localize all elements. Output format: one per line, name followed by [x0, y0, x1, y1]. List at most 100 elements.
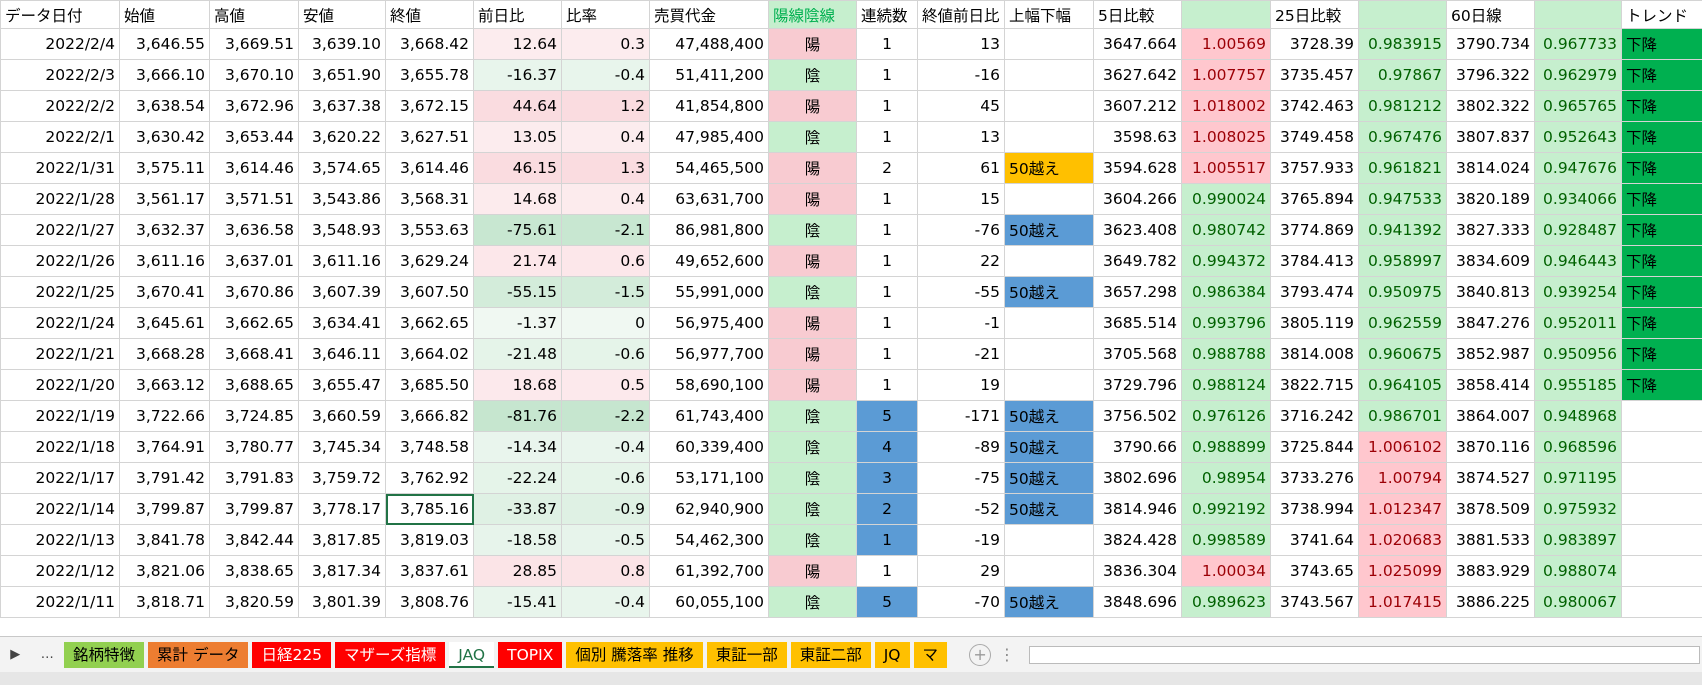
cell[interactable]: 3840.813 — [1446, 276, 1535, 308]
cell[interactable]: 1.018002 — [1181, 90, 1271, 122]
cell[interactable]: 1.00034 — [1181, 555, 1271, 587]
cell[interactable]: 1 — [856, 307, 918, 339]
header-cell[interactable]: 高値 — [209, 0, 299, 29]
cell[interactable]: 2022/1/13 — [0, 524, 120, 556]
cell[interactable]: 3874.527 — [1446, 462, 1535, 494]
cell[interactable]: 3790.734 — [1446, 28, 1535, 60]
cell[interactable]: -75.61 — [473, 214, 562, 246]
cell[interactable]: 3805.119 — [1270, 307, 1359, 339]
cell[interactable] — [1621, 586, 1702, 618]
cell[interactable]: 56,977,700 — [649, 338, 769, 370]
cell[interactable]: 58,690,100 — [649, 369, 769, 401]
cell[interactable]: 2022/1/12 — [0, 555, 120, 587]
cell[interactable]: 3822.715 — [1270, 369, 1359, 401]
header-cell[interactable]: 5日比較 — [1093, 0, 1182, 29]
cell[interactable]: 3,762.92 — [385, 462, 474, 494]
cell[interactable]: -22.24 — [473, 462, 562, 494]
cell[interactable]: 18.68 — [473, 369, 562, 401]
cell[interactable]: 29 — [917, 555, 1005, 587]
cell[interactable]: 3,669.51 — [209, 28, 299, 60]
cell[interactable]: 54,465,500 — [649, 152, 769, 184]
cell[interactable]: 0.98954 — [1181, 462, 1271, 494]
cell[interactable]: 0.6 — [561, 245, 650, 277]
cell[interactable]: 2 — [856, 152, 918, 184]
cell[interactable]: 3,663.12 — [119, 369, 210, 401]
cell[interactable]: -70 — [917, 586, 1005, 618]
cell[interactable]: 0.955185 — [1534, 369, 1622, 401]
cell[interactable]: 0.971195 — [1534, 462, 1622, 494]
cell[interactable]: 3,634.41 — [298, 307, 386, 339]
cell[interactable]: 0.948968 — [1534, 400, 1622, 432]
cell[interactable]: 1.025099 — [1358, 555, 1447, 587]
cell[interactable]: 13 — [917, 121, 1005, 153]
cell[interactable]: 陰 — [768, 400, 857, 432]
cell[interactable]: 13.05 — [473, 121, 562, 153]
cell[interactable]: 3,611.16 — [298, 245, 386, 277]
cell[interactable]: 3,759.72 — [298, 462, 386, 494]
cell[interactable] — [1004, 369, 1094, 401]
cell[interactable]: -0.6 — [561, 462, 650, 494]
cell[interactable]: -16 — [917, 59, 1005, 91]
cell[interactable]: 60,055,100 — [649, 586, 769, 618]
cell[interactable]: 61,392,700 — [649, 555, 769, 587]
cell[interactable]: 1 — [856, 121, 918, 153]
cell[interactable]: 3,548.93 — [298, 214, 386, 246]
sheet-tab[interactable]: TOPIX — [498, 641, 563, 668]
cell[interactable]: 3705.568 — [1093, 338, 1182, 370]
header-cell[interactable]: 前日比 — [473, 0, 562, 29]
cell[interactable]: 3,778.17 — [298, 493, 386, 525]
cell[interactable]: 3,655.47 — [298, 369, 386, 401]
sheet-tab[interactable]: 個別 騰落率 推移 — [566, 641, 703, 668]
cell[interactable] — [1004, 59, 1094, 91]
cell[interactable]: 49,652,600 — [649, 245, 769, 277]
cell[interactable]: 0.983915 — [1358, 28, 1447, 60]
cell[interactable]: 0.992192 — [1181, 493, 1271, 525]
cell[interactable]: 3735.457 — [1270, 59, 1359, 91]
sheet-tab[interactable]: 累計 データ — [148, 641, 249, 668]
cell[interactable]: 3,748.58 — [385, 431, 474, 463]
cell[interactable]: 下降 — [1621, 183, 1702, 215]
cell[interactable]: 1 — [856, 555, 918, 587]
cell[interactable]: -0.5 — [561, 524, 650, 556]
cell[interactable]: 下降 — [1621, 121, 1702, 153]
cell[interactable]: 50越え — [1004, 431, 1094, 463]
cell[interactable]: 3858.414 — [1446, 369, 1535, 401]
cell[interactable]: 0.934066 — [1534, 183, 1622, 215]
cell[interactable]: 3,688.65 — [209, 369, 299, 401]
cell[interactable]: 0.8 — [561, 555, 650, 587]
cell[interactable]: 3,574.65 — [298, 152, 386, 184]
cell[interactable]: 3,666.10 — [119, 59, 210, 91]
header-cell[interactable]: 60日線 — [1446, 0, 1535, 29]
header-cell[interactable]: 終値前日比 — [917, 0, 1005, 29]
cell[interactable]: 3,764.91 — [119, 431, 210, 463]
cell[interactable]: 1.00569 — [1181, 28, 1271, 60]
cell[interactable]: 3742.463 — [1270, 90, 1359, 122]
cell[interactable]: 陽 — [768, 555, 857, 587]
cell[interactable]: 2 — [856, 493, 918, 525]
cell[interactable]: 3852.987 — [1446, 338, 1535, 370]
cell[interactable]: 3649.782 — [1093, 245, 1182, 277]
cell[interactable]: 12.64 — [473, 28, 562, 60]
cell[interactable]: 0.988788 — [1181, 338, 1271, 370]
cell[interactable]: -14.34 — [473, 431, 562, 463]
add-sheet-button[interactable]: + — [969, 643, 992, 666]
cell[interactable]: 3594.628 — [1093, 152, 1182, 184]
cell[interactable]: 50越え — [1004, 276, 1094, 308]
cell[interactable]: 下降 — [1621, 28, 1702, 60]
cell[interactable]: 3,842.44 — [209, 524, 299, 556]
splitter[interactable]: ⋮ — [999, 645, 1016, 664]
cell[interactable]: 下降 — [1621, 369, 1702, 401]
cell[interactable]: 1 — [856, 369, 918, 401]
cell[interactable]: 0.964105 — [1358, 369, 1447, 401]
cell[interactable]: 3,553.63 — [385, 214, 474, 246]
cell[interactable]: 0.939254 — [1534, 276, 1622, 308]
cell[interactable]: 3,821.06 — [119, 555, 210, 587]
cell[interactable]: 3847.276 — [1446, 307, 1535, 339]
cell[interactable]: 3793.474 — [1270, 276, 1359, 308]
cell[interactable]: 1.017415 — [1358, 586, 1447, 618]
cell[interactable]: 50越え — [1004, 586, 1094, 618]
sheet-tab[interactable]: JQ — [874, 641, 910, 668]
cell[interactable]: 陰 — [768, 431, 857, 463]
cell[interactable]: 50越え — [1004, 214, 1094, 246]
horizontal-scrollbar[interactable] — [1029, 645, 1700, 664]
